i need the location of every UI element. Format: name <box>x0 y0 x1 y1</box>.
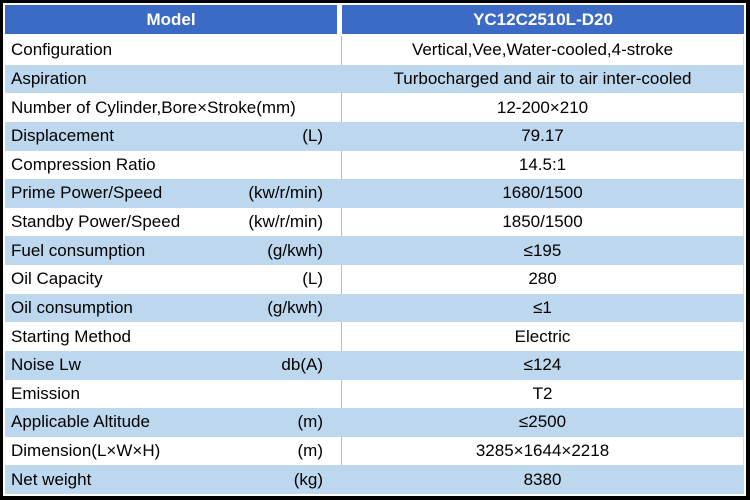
spec-label: Applicable Altitude <box>11 412 150 432</box>
table-row-fuel-consumption: Fuel consumption (g/kwh) ≤195 <box>5 236 744 265</box>
spec-value: Vertical,Vee,Water-cooled,4-stroke <box>342 36 744 65</box>
spec-label-cell: Standby Power/Speed (kw/r/min) <box>5 207 342 237</box>
spec-label: Configuration <box>11 40 113 60</box>
table-row-applicable-altitude: Applicable Altitude (m) ≤2500 <box>5 408 744 437</box>
spec-label-cell: Dimension(L×W×H) (m) <box>5 436 342 466</box>
spec-label: Compression Ratio <box>11 154 156 174</box>
spec-label: Standby Power/Speed <box>11 212 181 232</box>
spec-label: Number of Cylinder,Bore×Stroke(mm) <box>11 97 296 117</box>
model-header-cell: Model <box>5 5 342 34</box>
spec-unit: (kg) <box>293 469 323 489</box>
spec-label-cell: Configuration <box>5 36 342 65</box>
spec-value: ≤1 <box>342 293 744 323</box>
spec-value: ≤124 <box>342 350 744 380</box>
spec-label-cell: Starting Method <box>5 322 342 351</box>
spec-value: 280 <box>342 265 744 294</box>
spec-unit: (m) <box>297 412 323 432</box>
table-row-displacement: Displacement (L) 79.17 <box>5 121 744 151</box>
spec-label-cell: Oil Capacity (L) <box>5 265 342 294</box>
spec-value: 14.5:1 <box>342 150 744 180</box>
table-row-compression-ratio: Compression Ratio 14.5:1 <box>5 150 744 180</box>
spec-value: 1680/1500 <box>342 179 744 208</box>
spec-label: Fuel consumption <box>11 240 146 260</box>
spec-unit: (m) <box>297 441 323 461</box>
spec-label: Aspiration <box>11 68 87 88</box>
spec-label-cell: Emission <box>5 379 342 409</box>
table-row-starting-method: Starting Method Electric <box>5 322 744 351</box>
spec-value: 12-200×210 <box>342 93 744 122</box>
table-row-oil-capacity: Oil Capacity (L) 280 <box>5 265 744 294</box>
table-row-standby-power: Standby Power/Speed (kw/r/min) 1850/1500 <box>5 207 744 237</box>
spec-label: Emission <box>11 383 80 403</box>
spec-label: Starting Method <box>11 326 132 346</box>
spec-unit: (kw/r/min) <box>248 212 323 232</box>
table-row-prime-power: Prime Power/Speed (kw/r/min) 1680/1500 <box>5 179 744 208</box>
spec-label-cell: Fuel consumption (g/kwh) <box>5 236 342 265</box>
table-row-net-weight: Net weight (kg) 8380 <box>5 465 744 494</box>
spec-label: Dimension(L×W×H) <box>11 441 161 461</box>
spec-label: Net weight <box>11 469 92 489</box>
spec-value: 79.17 <box>342 121 744 151</box>
spec-unit: (g/kwh) <box>267 240 323 260</box>
spec-label-cell: Net weight (kg) <box>5 465 342 494</box>
table-row-noise: Noise Lw db(A) ≤124 <box>5 350 744 380</box>
spec-value: ≤2500 <box>342 408 744 437</box>
spec-label-cell: Aspiration <box>5 64 342 94</box>
spec-unit: (L) <box>302 269 323 289</box>
spec-label: Noise Lw <box>11 355 81 375</box>
spec-unit: db(A) <box>281 355 323 375</box>
model-number-cell: YC12C2510L-D20 <box>342 5 744 34</box>
spec-label-cell: Prime Power/Speed (kw/r/min) <box>5 179 342 208</box>
spec-value: Turbocharged and air to air inter-cooled <box>342 64 744 94</box>
spec-value: ≤195 <box>342 236 744 265</box>
spec-label-cell: Applicable Altitude (m) <box>5 408 342 437</box>
spec-label: Prime Power/Speed <box>11 183 163 203</box>
spec-value: 3285×1644×2218 <box>342 436 744 466</box>
spec-unit: (g/kwh) <box>267 297 323 317</box>
spec-label: Displacement <box>11 126 114 146</box>
spec-label-cell: Noise Lw db(A) <box>5 350 342 380</box>
table-row-configuration: Configuration Vertical,Vee,Water-cooled,… <box>5 36 744 65</box>
table-row-oil-consumption: Oil consumption (g/kwh) ≤1 <box>5 293 744 323</box>
spec-unit: (L) <box>302 126 323 146</box>
spec-value: T2 <box>342 379 744 409</box>
spec-value: Electric <box>342 322 744 351</box>
spec-value: 1850/1500 <box>342 207 744 237</box>
spec-label: Oil Capacity <box>11 269 103 289</box>
table-row-cylinder-bore-stroke: Number of Cylinder,Bore×Stroke(mm) 12-20… <box>5 93 744 122</box>
table-header-row: Model YC12C2510L-D20 <box>5 5 744 34</box>
spec-label: Oil consumption <box>11 297 133 317</box>
spec-label-cell: Oil consumption (g/kwh) <box>5 293 342 323</box>
table-row-dimension: Dimension(L×W×H) (m) 3285×1644×2218 <box>5 436 744 466</box>
spec-value: 8380 <box>342 465 744 494</box>
spec-label-cell: Compression Ratio <box>5 150 342 180</box>
spec-label-cell: Displacement (L) <box>5 121 342 151</box>
spec-unit: (kw/r/min) <box>248 183 323 203</box>
spec-label-cell: Number of Cylinder,Bore×Stroke(mm) <box>5 93 342 122</box>
table-row-emission: Emission T2 <box>5 379 744 409</box>
table-row-aspiration: Aspiration Turbocharged and air to air i… <box>5 64 744 94</box>
